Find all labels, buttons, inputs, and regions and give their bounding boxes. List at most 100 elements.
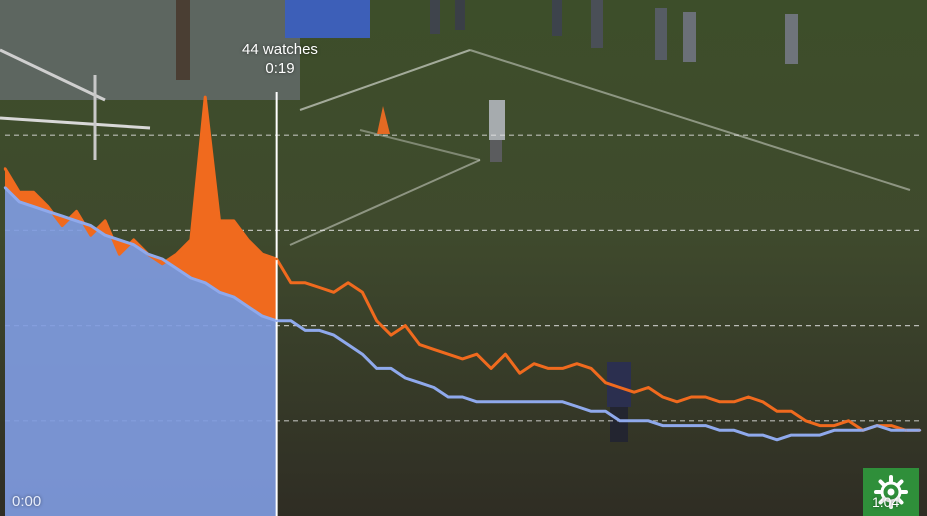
blue-point (332, 333, 335, 337)
blue-point (103, 234, 107, 237)
blue-point (833, 429, 836, 432)
orange-point (532, 362, 536, 365)
orange-point (18, 191, 21, 194)
blue-point (904, 429, 907, 432)
blue-point (132, 243, 135, 246)
orange-point (218, 219, 221, 223)
orange-point (89, 234, 93, 237)
orange-point (590, 367, 593, 370)
tooltip-watches: 44 watches (242, 41, 318, 58)
blue-point (790, 433, 793, 437)
orange-point (32, 191, 35, 194)
blue-point (32, 205, 35, 208)
blue-point (690, 424, 693, 427)
orange-point (561, 367, 564, 370)
orange-point (818, 424, 822, 427)
orange-point (275, 257, 278, 261)
blue-point (361, 353, 364, 356)
blue-point (432, 386, 436, 389)
orange-point (790, 410, 793, 413)
blue-point (3, 186, 7, 189)
orange-point (375, 319, 378, 322)
orange-point (161, 262, 164, 265)
blue-point (718, 429, 721, 432)
orange-point (647, 386, 650, 389)
orange-point (261, 253, 264, 256)
blue-point (575, 405, 579, 408)
orange-point (318, 286, 321, 289)
blue-point (404, 376, 407, 380)
blue-point (661, 424, 664, 427)
blue-point (232, 295, 235, 299)
blue-point (518, 400, 521, 403)
blue-point (818, 433, 822, 437)
blue-series-fill (5, 187, 277, 516)
orange-point (304, 281, 307, 284)
orange-point (675, 400, 679, 403)
orange-point (189, 238, 193, 242)
orange-point (618, 386, 621, 389)
blue-point (504, 400, 507, 403)
orange-point (61, 224, 64, 227)
orange-point (475, 353, 478, 356)
gear-icon (874, 475, 908, 509)
orange-point (118, 253, 121, 256)
blue-point (189, 276, 193, 280)
blue-point (647, 419, 650, 422)
orange-point (204, 95, 207, 99)
blue-point (547, 400, 550, 403)
settings-button[interactable] (863, 468, 919, 516)
tooltip-time: 0:19 (265, 60, 295, 77)
orange-point (718, 400, 721, 403)
orange-point (747, 395, 750, 399)
orange-point (732, 400, 736, 403)
blue-point (590, 410, 593, 413)
blue-point (875, 424, 879, 427)
blue-point (146, 253, 150, 256)
blue-point (532, 400, 536, 403)
orange-point (175, 253, 178, 256)
orange-point (232, 219, 235, 223)
orange-point (346, 281, 350, 284)
blue-point (161, 257, 164, 261)
orange-point (447, 353, 450, 356)
orange-point (704, 395, 707, 399)
blue-point (118, 238, 121, 242)
blue-point (618, 419, 621, 422)
blue-point (704, 424, 707, 427)
blue-point (246, 305, 250, 308)
blue-point (890, 429, 893, 432)
blue-point (289, 319, 293, 322)
blue-point (18, 200, 21, 203)
blue-point (275, 319, 278, 322)
orange-point (761, 400, 764, 403)
blue-point (175, 267, 178, 270)
blue-point (918, 429, 922, 432)
blue-point (847, 429, 850, 432)
orange-point (132, 238, 135, 242)
orange-point (404, 324, 407, 327)
blue-point (261, 314, 264, 318)
blue-point (318, 329, 321, 332)
orange-point (690, 395, 693, 399)
orange-point (418, 343, 421, 346)
blue-point (204, 281, 207, 284)
blue-point (747, 433, 750, 437)
orange-point (461, 357, 464, 361)
blue-point (418, 381, 421, 384)
orange-point (289, 281, 293, 284)
x-end-label: 1:04 (872, 494, 900, 510)
orange-point (518, 372, 521, 375)
blue-point (561, 400, 564, 403)
orange-point (575, 362, 579, 365)
orange-point (632, 391, 636, 394)
orange-point (833, 424, 836, 427)
orange-point (504, 353, 507, 356)
blue-point (346, 343, 350, 346)
orange-point (489, 367, 493, 370)
orange-point (103, 219, 107, 223)
orange-point (661, 395, 664, 399)
orange-point (604, 381, 607, 384)
